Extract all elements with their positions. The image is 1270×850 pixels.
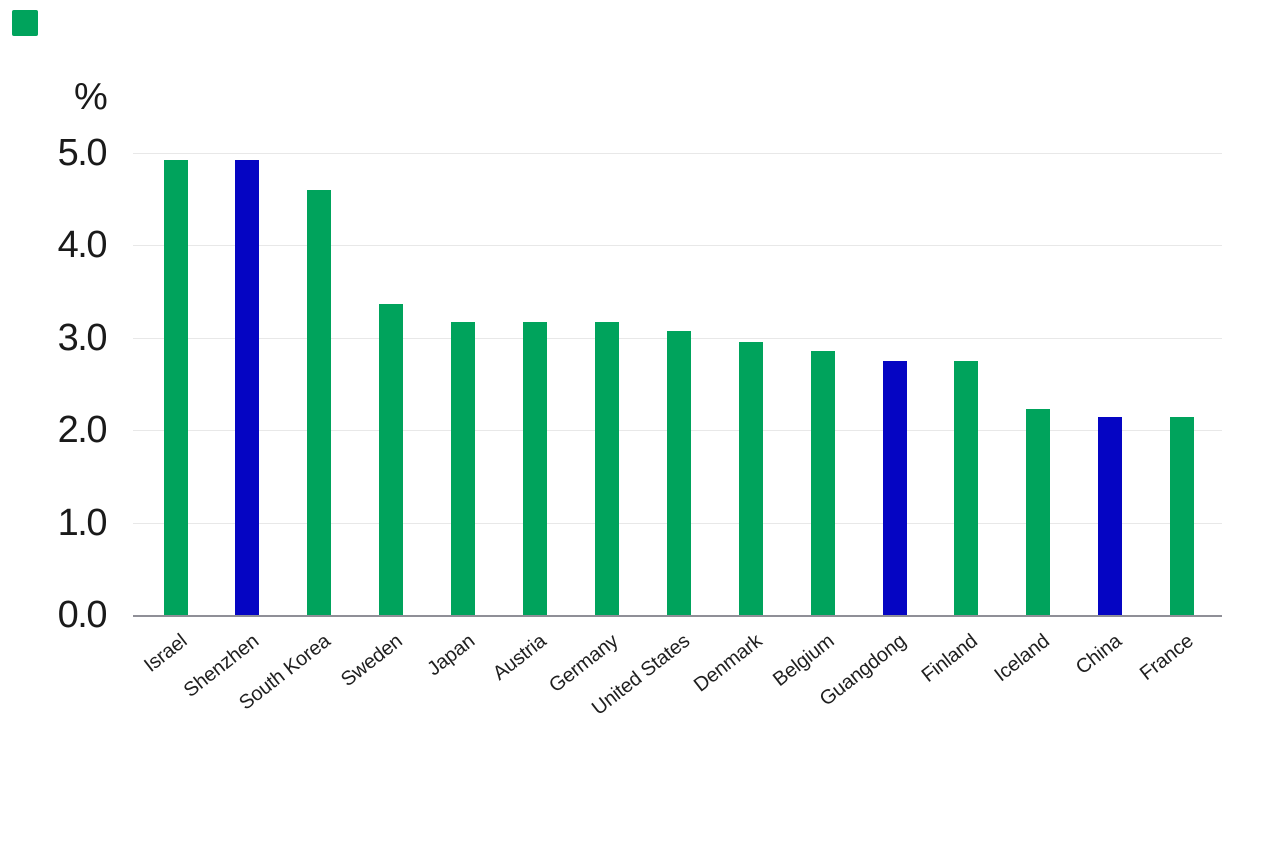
bar-south-korea [307,189,332,615]
bar-shenzhen [235,160,260,615]
y-tick-label-0.0: 0.0 [57,594,108,636]
bar-iceland [1026,408,1051,615]
bar-germany [594,322,619,615]
x-tick-label-france: France [1136,630,1198,685]
bar-sweden [379,303,404,615]
x-tick-label-sweden: Sweden [337,630,407,692]
y-tick-label-3.0: 3.0 [57,316,108,359]
x-tick-label-austria: Austria [489,630,551,685]
bar-finland [954,360,979,615]
bar-denmark [738,341,763,615]
x-tick-label-israel: Israel [139,630,192,677]
x-tick-label-denmark: Denmark [689,630,767,697]
bar-belgium [810,350,835,615]
bar-france [1170,417,1195,615]
bar-guangdong [882,360,907,615]
plot-area [133,153,1222,617]
y-tick-label-4.0: 4.0 [57,224,108,267]
bar-china [1098,417,1123,615]
bar-united-states [666,331,691,615]
x-tick-label-china: China [1071,630,1126,679]
x-tick-label-finland: Finland [917,630,982,687]
y-tick-label-1.0: 1.0 [57,501,108,544]
bar-austria [523,322,547,615]
y-tick-label-2.0: 2.0 [57,409,108,452]
gridline-5 [133,153,1222,154]
brand-logo-square-icon [12,10,38,36]
x-tick-label-japan: Japan [422,630,479,681]
y-tick-label-5.0: 5.0 [57,132,108,174]
x-tick-label-iceland: Iceland [990,630,1054,687]
bar-israel [163,160,188,615]
gridline-4 [133,245,1222,247]
bar-japan [451,322,476,615]
y-axis-unit-label: % [74,76,108,118]
